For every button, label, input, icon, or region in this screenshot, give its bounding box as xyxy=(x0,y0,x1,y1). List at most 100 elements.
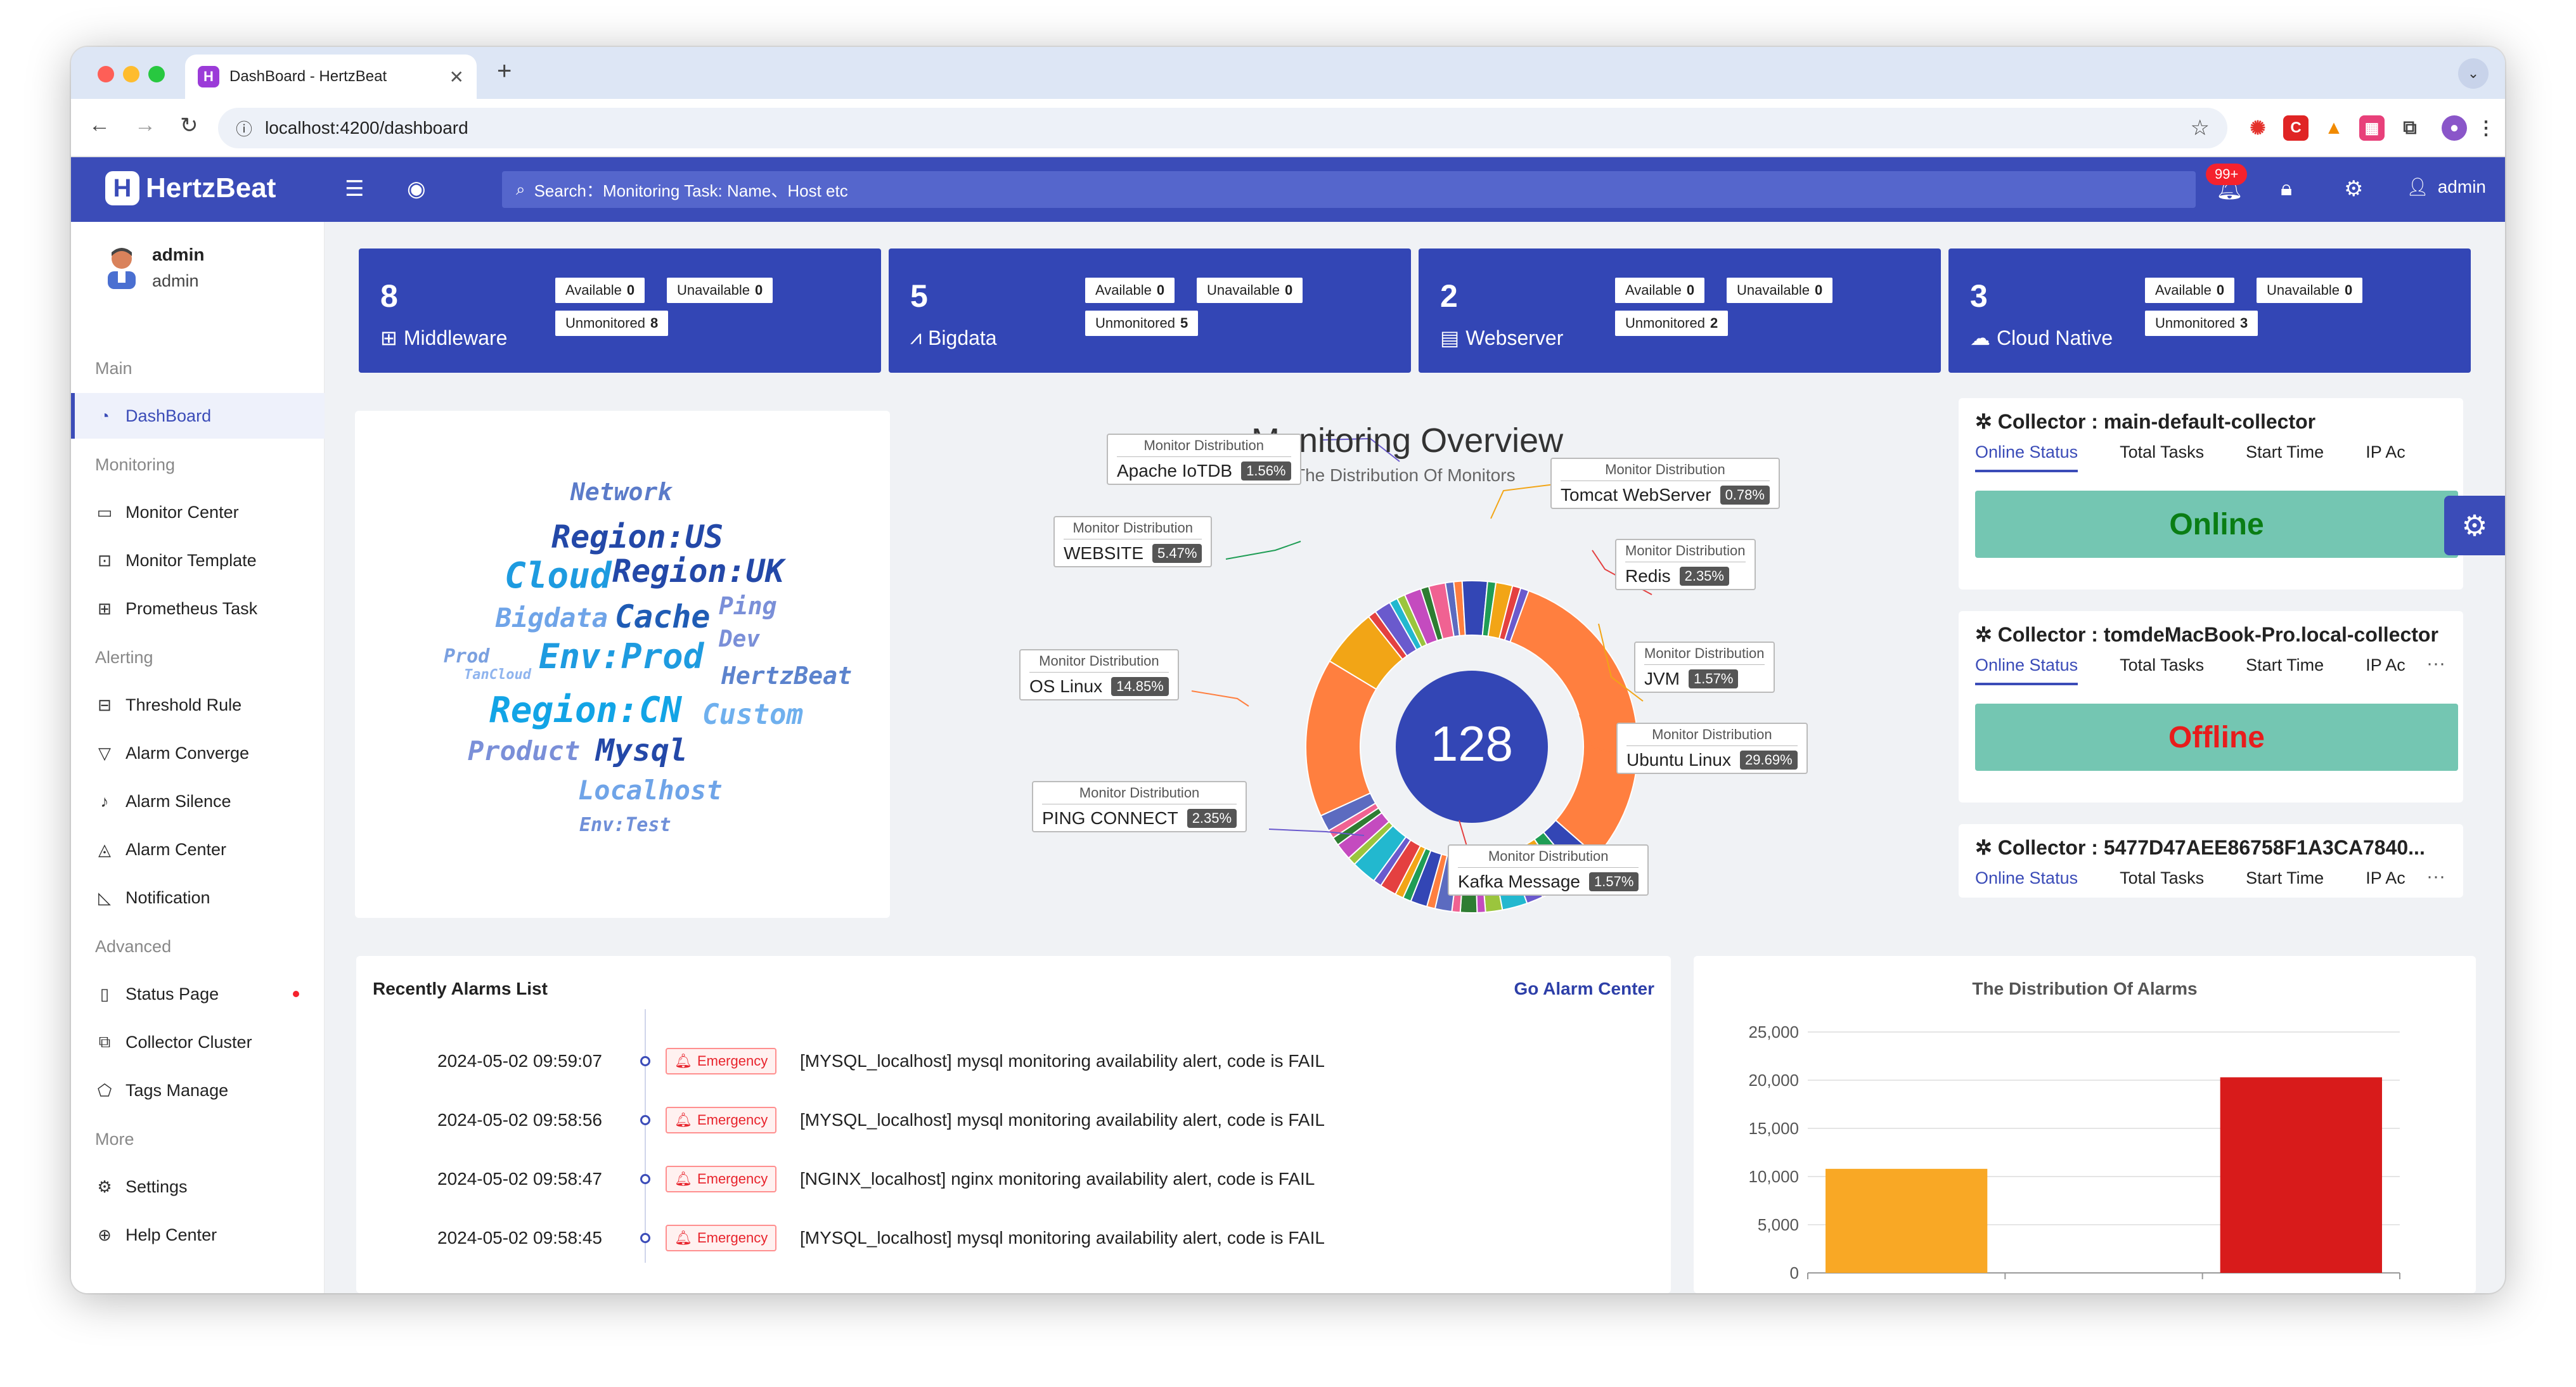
category-card-bigdata[interactable]: 5 ⩘ Bigdata Available 0 Unavailable 0 Unmon… xyxy=(889,248,1411,373)
alarm-row[interactable]: 2024-05-02 09:58:45 🔔︎ Emergency [MYSQL_l… xyxy=(356,1219,1671,1257)
tab-ip-address[interactable]: IP Ac xyxy=(2366,868,2405,887)
distribution-label[interactable]: Monitor Distribution JVM 1.57% xyxy=(1634,642,1775,693)
more-tabs-icon[interactable]: ··· xyxy=(2426,866,2445,887)
sidebar-item-dashboard[interactable]: ◔ DashBoard xyxy=(71,393,325,439)
word-mysql[interactable]: Mysql xyxy=(596,733,688,768)
sidebar-item-prometheus-task[interactable]: ⊞ Prometheus Task xyxy=(71,586,325,631)
sidebar-item-monitor-template[interactable]: ⊡ Monitor Template xyxy=(71,538,325,583)
alarm-row[interactable]: 2024-05-02 09:58:56 🔔︎ Emergency [MYSQL_l… xyxy=(356,1101,1671,1139)
close-tab-icon[interactable]: ✕ xyxy=(449,67,464,87)
word-env-prod[interactable]: Env:Prod xyxy=(539,636,704,676)
reload-icon[interactable]: ↻ xyxy=(180,113,198,138)
word-product[interactable]: Product xyxy=(468,735,581,766)
word-custom[interactable]: Custom xyxy=(702,699,803,731)
extension-spinner-icon[interactable]: ✺ xyxy=(2250,117,2266,139)
distribution-label[interactable]: Monitor Distribution Kafka Message 1.57% xyxy=(1448,844,1649,896)
distribution-label[interactable]: Monitor Distribution WEBSITE 5.47% xyxy=(1053,516,1213,567)
extension-orange-icon[interactable]: ▲ xyxy=(2324,117,2343,138)
word-hertzbeat[interactable]: HertzBeat xyxy=(721,662,852,690)
sidebar-item-help-center[interactable]: ⊕ Help Center xyxy=(71,1212,325,1258)
sidebar-item-alarm-silence[interactable]: ♪ Alarm Silence xyxy=(71,778,325,824)
new-tab-icon[interactable]: + xyxy=(497,57,512,85)
address-bar[interactable]: ⓘ localhost:4200/dashboard ☆ xyxy=(218,108,2227,148)
sidebar-profile[interactable]: admin admin xyxy=(104,245,204,291)
card-count: 8 xyxy=(380,278,398,314)
category-card-webserver[interactable]: 2 ▤ Webserver Available 0 Unavailable 0 Unm… xyxy=(1419,248,1941,373)
profile-avatar-icon[interactable]: ● xyxy=(2442,115,2467,141)
word-bigdata[interactable]: Bigdata xyxy=(496,602,609,633)
collapse-menu-icon[interactable]: ☰ xyxy=(345,177,364,201)
distribution-label[interactable]: Monitor Distribution Ubuntu Linux 29.69% xyxy=(1616,723,1808,774)
brand-logo[interactable]: H HertzBeat xyxy=(105,171,276,205)
category-card-cloud-native[interactable]: 3 ☁︎ Cloud Native Available 0 Unavailable 0… xyxy=(1948,248,2471,373)
alarm-row[interactable]: 2024-05-02 09:59:07 🔔︎ Emergency [MYSQL_l… xyxy=(356,1042,1671,1080)
github-icon[interactable]: ◉ xyxy=(407,177,426,201)
tab-online-status[interactable]: Online Status xyxy=(1975,442,2078,472)
sidebar-item-notification[interactable]: ◺ Notification xyxy=(71,875,325,920)
lock-icon[interactable]: 🔒︎ xyxy=(2281,176,2293,200)
word-env-test[interactable]: Env:Test xyxy=(579,814,671,836)
forward-icon[interactable]: → xyxy=(134,113,156,137)
distribution-label[interactable]: Monitor Distribution Tomcat WebServer 0.7… xyxy=(1550,458,1780,509)
word-region-uk[interactable]: Region:UK xyxy=(612,553,784,590)
browser-menu-icon[interactable]: ⋮ xyxy=(2476,117,2496,139)
hertzbeat-favicon: H xyxy=(198,66,219,87)
gear-icon[interactable]: ⚙ xyxy=(2344,177,2364,201)
site-info-icon[interactable]: ⓘ xyxy=(236,119,253,139)
word-region-cn[interactable]: Region:CN xyxy=(489,690,682,731)
chart-title: The Distribution Of Alarms xyxy=(1972,979,2198,998)
minimize-window-button[interactable] xyxy=(123,66,139,82)
tab-online-status[interactable]: Online Status xyxy=(1975,868,2078,887)
word-region-us[interactable]: Region:US xyxy=(551,519,723,555)
sidebar-item-tags-manage[interactable]: ⬠ Tags Manage xyxy=(97,1080,229,1100)
close-window-button[interactable] xyxy=(98,66,114,82)
word-cache[interactable]: Cache xyxy=(615,598,711,635)
word-localhost[interactable]: Localhost xyxy=(578,775,723,806)
distribution-label[interactable]: Monitor Distribution Redis 2.35% xyxy=(1615,539,1756,590)
go-alarm-center-link[interactable]: Go Alarm Center xyxy=(1514,979,1654,998)
sidebar-item-alarm-center[interactable]: ◬ Alarm Center xyxy=(71,827,325,872)
tab-search-icon[interactable]: ⌄ xyxy=(2458,58,2489,89)
word-cloud[interactable]: Cloud xyxy=(505,555,612,597)
more-tabs-icon[interactable]: ··· xyxy=(2426,653,2445,674)
distribution-label[interactable]: Monitor Distribution PING CONNECT 2.35% xyxy=(1032,781,1247,832)
alarm-row[interactable]: 2024-05-02 09:58:47 🔔︎ Emergency [NGINX_l… xyxy=(356,1160,1671,1198)
word-network[interactable]: Network xyxy=(570,478,673,506)
tab-ip-address[interactable]: IP Ac xyxy=(2366,655,2405,674)
url-text[interactable]: localhost:4200/dashboard xyxy=(265,118,468,138)
sidebar-item-settings[interactable]: ⚙ Settings xyxy=(97,1177,188,1196)
browser-tab[interactable]: H DashBoard - HertzBeat ✕ xyxy=(185,55,477,99)
tab-total-tasks[interactable]: Total Tasks xyxy=(2120,655,2205,674)
bar-chart-svg[interactable]: 25,000 20,000 15,000 10,000 5,000 0 xyxy=(1694,956,2476,1293)
extensions-puzzle-icon[interactable]: ⧉ xyxy=(2403,117,2417,138)
tab-total-tasks[interactable]: Total Tasks xyxy=(2120,442,2205,461)
tab-online-status[interactable]: Online Status xyxy=(1975,655,2078,685)
cloud-icon: ☁︎ xyxy=(1970,326,1990,349)
header-user-menu[interactable]: 👤︎ admin xyxy=(2406,176,2486,197)
tab-ip-address[interactable]: IP Ac xyxy=(2366,442,2405,461)
y-tick-label: 20,000 xyxy=(1748,1071,1799,1090)
extension-red-icon[interactable]: C xyxy=(2283,115,2309,141)
sidebar-item-collector-cluster[interactable]: ⧉ Collector Cluster xyxy=(71,1019,325,1065)
tab-total-tasks[interactable]: Total Tasks xyxy=(2120,868,2205,887)
maximize-window-button[interactable] xyxy=(148,66,165,82)
tab-start-time[interactable]: Start Time xyxy=(2246,868,2324,887)
word-prod[interactable]: Prod xyxy=(444,645,490,668)
settings-drawer-gear-icon[interactable]: ⚙ xyxy=(2444,496,2505,555)
tab-start-time[interactable]: Start Time xyxy=(2246,442,2324,461)
global-search-input[interactable]: ⌕ Search：Monitoring Task: Name、Host etc xyxy=(502,171,2196,208)
extension-pink-icon[interactable]: ▦ xyxy=(2359,115,2385,141)
sidebar-item-monitor-center[interactable]: ▭ Monitor Center xyxy=(96,502,239,522)
sidebar-item-threshold-rule[interactable]: ⊟ Threshold Rule xyxy=(71,682,325,728)
back-icon[interactable]: ← xyxy=(89,113,110,137)
distribution-label[interactable]: Monitor Distribution OS Linux 14.85% xyxy=(1019,649,1179,700)
bookmark-star-icon[interactable]: ☆ xyxy=(2190,116,2210,140)
word-tancloud[interactable]: TanCloud xyxy=(464,667,531,683)
sidebar-item-status-page[interactable]: ▯ Status Page xyxy=(71,971,325,1017)
distribution-label[interactable]: Monitor Distribution Apache IoTDB 1.56% xyxy=(1107,434,1301,485)
sidebar-item-alarm-converge[interactable]: ▽ Alarm Converge xyxy=(71,730,325,776)
word-ping[interactable]: Ping xyxy=(719,592,777,620)
word-dev[interactable]: Dev xyxy=(719,626,761,652)
tab-start-time[interactable]: Start Time xyxy=(2246,655,2324,674)
category-card-middleware[interactable]: 8 ⊞ Middleware Available 0 Unavailable 0 Un… xyxy=(359,248,881,373)
